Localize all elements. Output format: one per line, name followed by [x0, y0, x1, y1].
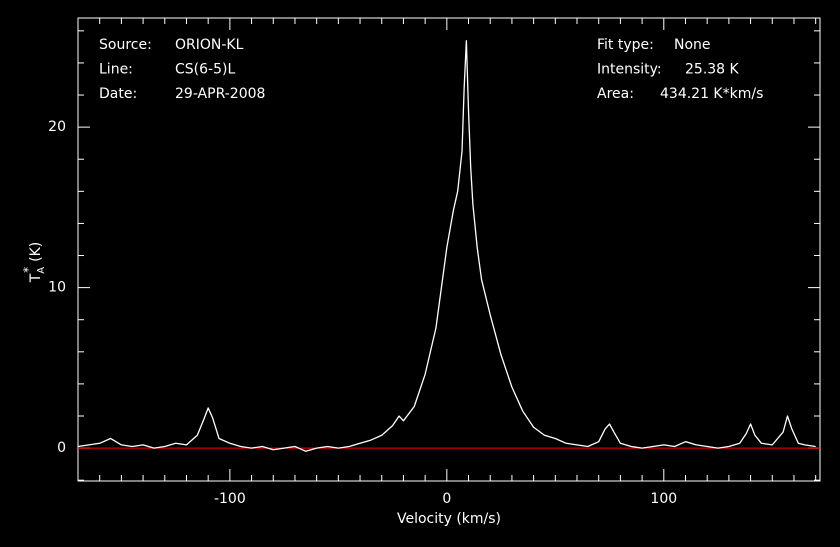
plot-frame — [77, 17, 821, 482]
annotation-key: Fit type: — [597, 37, 654, 53]
y-label-subscript: A — [36, 267, 47, 274]
annotation-value: 29-APR-2008 — [175, 86, 265, 102]
y-tick-label: 20 — [48, 119, 66, 135]
y-tick-label: 10 — [48, 280, 66, 296]
y-axis-label: TA* (K) — [21, 242, 48, 284]
annotation-key: Source: — [99, 37, 152, 53]
y-label-unit: (K) — [28, 242, 44, 262]
x-axis-label: Velocity (km/s) — [397, 511, 501, 527]
x-tick-label: 100 — [650, 491, 677, 507]
x-tick-label: 0 — [442, 491, 451, 507]
y-label-symbol: T — [28, 273, 44, 283]
annotation-value: ORION-KL — [175, 37, 244, 53]
annotation-key: Intensity: — [597, 62, 662, 78]
y-tick-label: 0 — [57, 440, 66, 456]
spectrum-line — [77, 40, 816, 452]
annotation-value: 25.38 K — [685, 62, 740, 78]
annotation-key: Area: — [597, 86, 634, 102]
x-tick-label: -100 — [214, 491, 246, 507]
annotation-key: Line: — [99, 62, 133, 78]
annotation-value: 434.21 K*km/s — [660, 86, 763, 102]
annotation-value: CS(6-5)L — [175, 62, 235, 78]
annotation-key: Date: — [99, 86, 137, 102]
annotation-value: None — [674, 37, 711, 53]
y-label-superscript: * — [21, 267, 35, 273]
